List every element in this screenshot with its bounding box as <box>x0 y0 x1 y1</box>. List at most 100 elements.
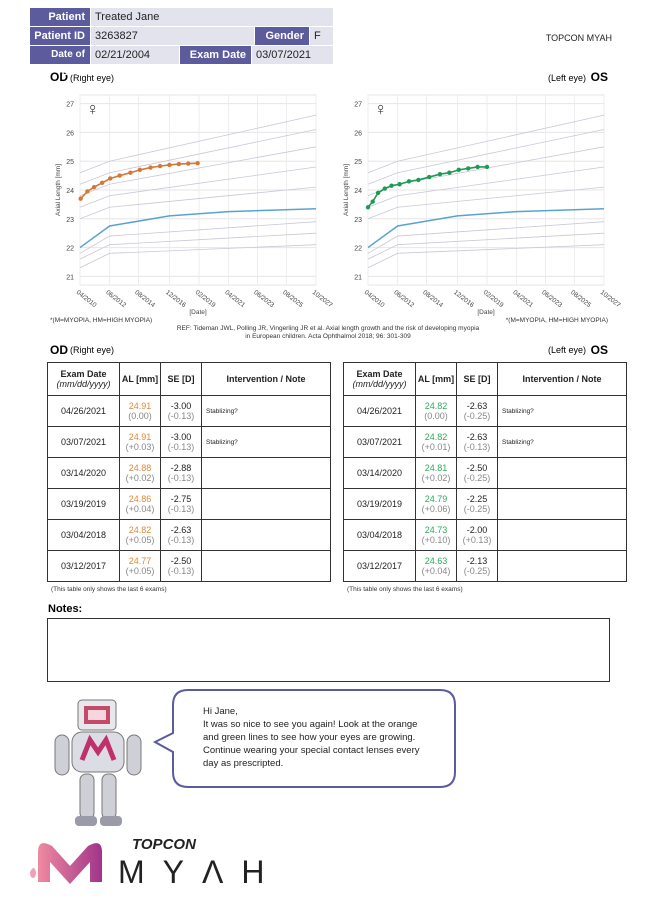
label: Patient ID <box>30 27 90 45</box>
table-title: OS <box>590 343 608 357</box>
message: Hi Jane, It was so nice to see you again… <box>203 705 420 770</box>
x-tick-label: 08/2014 <box>421 289 444 309</box>
al-value: 24.82 <box>424 432 448 442</box>
data-point <box>426 174 432 180</box>
se-change: (-0.13) <box>167 535 195 545</box>
table-title: OD <box>50 343 68 357</box>
al-change: (+0.02) <box>421 473 451 483</box>
se-cell: -2.63 (-0.13) <box>456 426 498 458</box>
gender-symbol: ♀ <box>86 99 100 119</box>
se-value: -2.75 <box>170 494 192 504</box>
y-tick-label: 21 <box>66 274 74 281</box>
se-cell: -2.75 (-0.13) <box>160 488 202 520</box>
y-tick-label: 23 <box>66 217 74 224</box>
series-line <box>367 129 605 185</box>
al-value: 24.77 <box>128 556 152 566</box>
notes-box <box>47 618 610 682</box>
se-cell: -2.88 (-0.13) <box>160 457 202 489</box>
exam-date: 03/07/2021 <box>47 426 120 458</box>
data-point <box>78 196 83 201</box>
se-cell: -3.00 (-0.13) <box>160 426 202 458</box>
column-header: SE [D] <box>160 362 202 396</box>
al-change: (+0.05) <box>125 535 155 545</box>
al-change: (+0.01) <box>421 442 451 452</box>
x-tick-label: 06/2012 <box>392 289 415 309</box>
se-cell: -2.50 (-0.13) <box>160 550 202 582</box>
data-point <box>137 167 143 173</box>
al-cell: 24.88 (+0.02) <box>119 457 161 489</box>
column-header: Intervention / Note <box>497 362 627 396</box>
se-value: -2.50 <box>466 463 488 473</box>
al-cell: 24.82 (+0.05) <box>119 519 161 551</box>
exam-date: 04/26/2021 <box>47 395 120 427</box>
series-line <box>79 186 317 220</box>
x-tick-label: 12/2016 <box>164 289 187 309</box>
y-tick-label: 22 <box>66 246 74 253</box>
data-point <box>85 189 90 194</box>
reference-line: in European children. Acta Ophthalmol 20… <box>245 333 411 340</box>
chart-subtitle: (Left eye) <box>548 73 586 83</box>
chart-footnote: *(M=MYOPIA, HM=HIGH MYOPIA) <box>506 317 608 324</box>
al-cell: 24.63 (+0.04) <box>415 550 457 582</box>
note <box>497 457 627 489</box>
value: 3263827 <box>91 27 254 45</box>
data-point <box>148 165 153 170</box>
y-tick-label: 26 <box>354 130 362 137</box>
notes-label: Notes: <box>48 603 83 615</box>
table-row: 03/04/2018 24.82 (+0.05) -2.63 (-0.13) <box>47 519 331 551</box>
data-point <box>475 164 480 170</box>
exam-date: 04/26/2021 <box>343 395 416 427</box>
se-cell: -2.50 (-0.25) <box>456 457 498 489</box>
se-change: (-0.13) <box>167 566 195 576</box>
exam-date: 03/04/2018 <box>343 519 416 551</box>
al-value: 24.73 <box>424 525 448 535</box>
table-row: 03/07/2021 24.82 (+0.01) -2.63 (-0.13) Stabli… <box>343 426 627 458</box>
chart-subtitle: (Right eye) <box>70 73 114 83</box>
column-header: AL [mm] <box>119 362 161 396</box>
data-point <box>186 161 191 166</box>
note <box>201 519 331 551</box>
x-tick-label: 10/2027 <box>599 289 622 309</box>
data-point <box>108 176 113 181</box>
se-change: (-0.25) <box>463 411 491 421</box>
data-point <box>157 163 163 169</box>
data-point <box>456 167 461 173</box>
series-line <box>367 114 605 174</box>
se-value: -2.13 <box>466 556 488 566</box>
al-cell: 24.73 (+0.10) <box>415 519 457 551</box>
table-row: 03/04/2018 24.73 (+0.10) -2.00 (+0.13) <box>343 519 627 551</box>
al-value: 24.81 <box>424 463 448 473</box>
column-header: Exam Date (mm/dd/yyyy) <box>343 362 416 396</box>
al-value: 24.91 <box>128 401 152 411</box>
column-header: Intervention / Note <box>201 362 331 396</box>
y-tick-label: 27 <box>354 102 362 109</box>
exam-table: Exam Date (mm/dd/yyyy) AL [mm] SE [D] Interv… <box>47 362 331 582</box>
y-axis-label: Axial Length [mm] <box>55 164 62 216</box>
data-point <box>117 173 122 178</box>
data-point <box>447 170 452 175</box>
label: Gender <box>255 27 309 45</box>
exam-date: 03/19/2019 <box>47 488 120 520</box>
table-footnote: (This table only shows the last 6 exams) <box>347 586 463 593</box>
y-tick-label: 27 <box>66 102 74 109</box>
y-tick-label: 21 <box>354 274 362 281</box>
se-value: -2.25 <box>466 494 488 504</box>
data-point <box>370 199 375 204</box>
series-line <box>367 244 605 269</box>
y-tick-label: 25 <box>354 159 362 166</box>
al-change: (+0.04) <box>421 566 451 576</box>
al-cell: 24.82 (+0.01) <box>415 426 457 458</box>
x-tick-label: 12/2016 <box>452 289 475 309</box>
al-cell: 24.79 (+0.06) <box>415 488 457 520</box>
x-tick-label: 04/2010 <box>363 289 386 309</box>
al-value: 24.63 <box>424 556 448 566</box>
al-change: (0.00) <box>424 411 448 421</box>
al-value: 24.86 <box>128 494 152 504</box>
se-value: -3.00 <box>170 432 192 442</box>
column-header: Exam Date (mm/dd/yyyy) <box>47 362 120 396</box>
note: Stablizing? <box>201 395 331 427</box>
column-header-text: (mm/dd/yyyy) <box>56 379 111 389</box>
label: Exam Date <box>180 46 251 64</box>
table-row: 03/07/2021 24.91 (+0.03) -3.00 (-0.13) Stabli… <box>47 426 331 458</box>
se-cell: -2.25 (-0.25) <box>456 488 498 520</box>
